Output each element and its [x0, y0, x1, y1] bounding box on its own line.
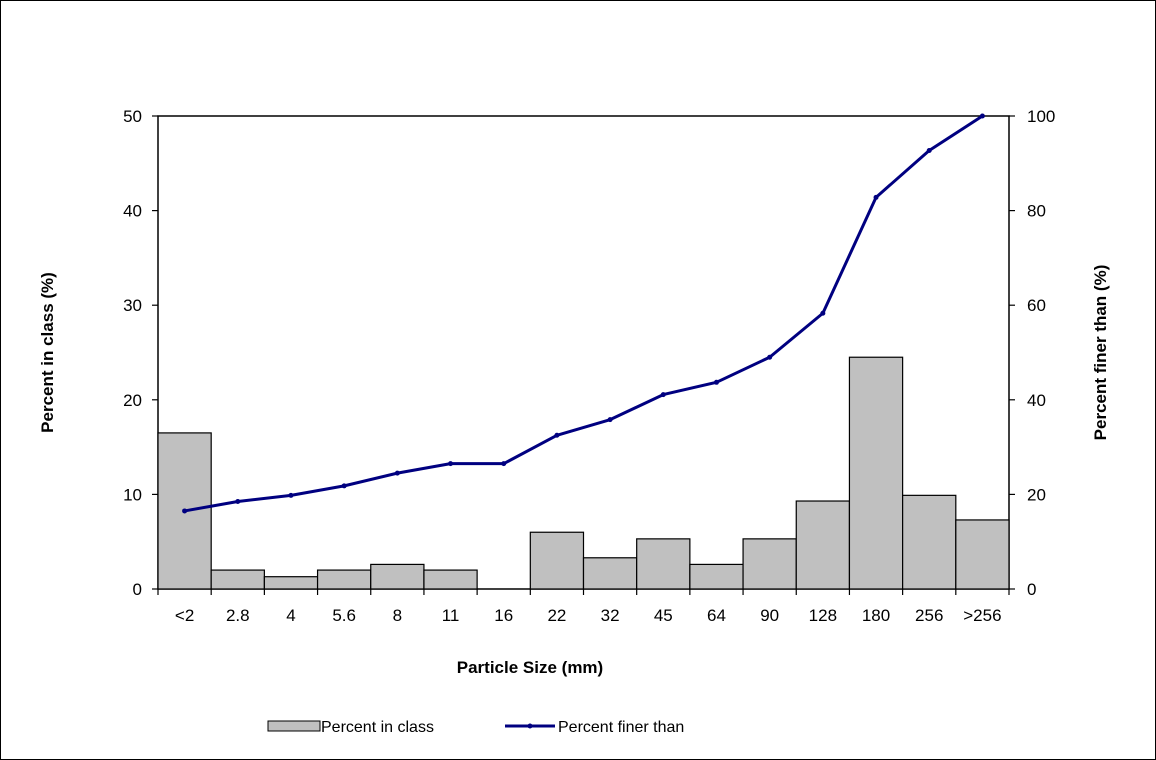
bar-9	[636, 538, 691, 590]
bar-7	[529, 531, 585, 590]
x-tick-label-4: 8	[393, 606, 402, 625]
finer-than-point-3	[341, 483, 347, 489]
y-right-tick-label-0: 0	[1027, 580, 1036, 599]
x-tick-label-15: >256	[963, 606, 1001, 625]
finer-than-point-2	[288, 492, 294, 498]
y-left-tick-label-1: 10	[123, 485, 142, 504]
y-right-tick-label-2: 40	[1027, 391, 1046, 410]
x-tick-label-9: 45	[654, 606, 673, 625]
y-axis-right-title: Percent finer than (%)	[1091, 265, 1110, 441]
bar-12	[795, 500, 851, 590]
axis-layer: 0 10 20 30 40 50 0 20 40 60 80 100 <2 2.8 4 5.6 8 11 16 22 3…	[123, 107, 1055, 625]
x-tick-label-6: 16	[494, 606, 513, 625]
x-tick-label-12: 128	[809, 606, 837, 625]
bar-3	[316, 569, 372, 590]
bar-8	[582, 557, 638, 590]
x-tick-label-5: 11	[442, 606, 460, 625]
legend-line-marker	[527, 723, 533, 729]
finer-than-point-15	[979, 113, 985, 119]
finer-than-point-14	[926, 148, 932, 154]
finer-than-point-7	[554, 432, 560, 438]
y-right-tick-label-1: 20	[1027, 485, 1046, 504]
y-right-tick-label-5: 100	[1027, 107, 1055, 126]
y-left-tick-label-4: 40	[123, 202, 142, 221]
x-tick-label-7: 22	[547, 606, 566, 625]
x-tick-label-0: <2	[175, 606, 194, 625]
y-left-tick-label-0: 0	[133, 580, 142, 599]
bar-5	[423, 569, 478, 590]
finer-than-point-11	[767, 354, 773, 360]
finer-than-point-1	[235, 498, 241, 504]
bar-1	[210, 569, 265, 590]
y-left-tick-label-5: 50	[123, 107, 142, 126]
finer-than-point-9	[660, 392, 666, 398]
finer-than-point-13	[873, 194, 879, 200]
y-left-tick-label-2: 20	[123, 391, 142, 410]
x-tick-label-14: 256	[915, 606, 943, 625]
finer-than-point-6	[501, 461, 507, 467]
finer-than-point-8	[607, 417, 613, 423]
finer-than-point-0	[182, 508, 188, 514]
bar-4	[370, 563, 425, 590]
finer-than-line	[184, 114, 984, 513]
bars-layer	[157, 356, 1010, 590]
line-layer	[182, 113, 985, 514]
x-tick-label-2: 4	[286, 606, 295, 625]
legend-bar-swatch	[267, 720, 321, 732]
x-tick-label-10: 64	[707, 606, 726, 625]
legend-line-label: Percent finer than	[558, 719, 684, 736]
finer-than-point-10	[713, 379, 719, 385]
y-left-tick-label-3: 30	[123, 296, 142, 315]
bar-13	[848, 356, 904, 590]
bar-11	[742, 538, 797, 590]
y-axis-left-title: Percent in class (%)	[38, 272, 57, 433]
x-tick-label-1: 2.8	[226, 606, 250, 625]
finer-than-point-4	[394, 470, 400, 476]
legend: Percent in class Percent finer than	[267, 719, 684, 736]
x-tick-label-8: 32	[601, 606, 620, 625]
x-tick-label-3: 5.6	[332, 606, 356, 625]
bar-2	[263, 576, 319, 590]
finer-than-point-5	[448, 461, 454, 467]
x-tick-label-11: 90	[760, 606, 779, 625]
y-right-tick-label-3: 60	[1027, 296, 1046, 315]
x-tick-label-13: 180	[862, 606, 890, 625]
x-axis-title: Particle Size (mm)	[457, 658, 603, 677]
bar-15	[955, 519, 1010, 590]
y-right-tick-label-4: 80	[1027, 202, 1046, 221]
bar-14	[902, 494, 957, 590]
legend-bar-label: Percent in class	[321, 719, 434, 736]
bar-10	[689, 563, 744, 590]
finer-than-point-12	[820, 310, 826, 316]
